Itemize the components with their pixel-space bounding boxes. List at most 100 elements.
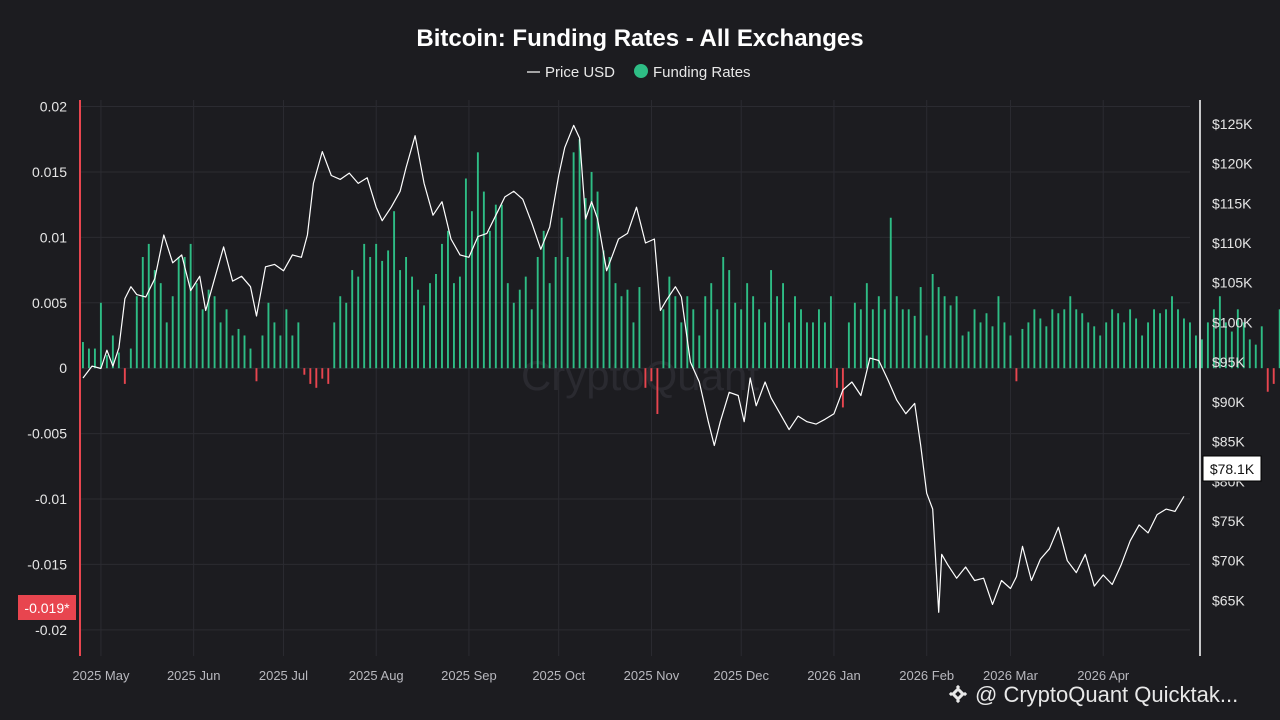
funding-rate-bar [171,296,174,369]
funding-rate-bar [189,243,192,369]
funding-rate-bar [1224,322,1227,369]
funding-rate-bar [1087,322,1090,369]
legend-funding-swatch [634,64,648,78]
funding-rate-bar [596,191,599,369]
funding-rate-bar [1260,326,1263,369]
funding-rate-bar [680,322,683,369]
x-tick-label: 2026 Apr [1077,668,1130,683]
funding-rate-bar [482,191,485,369]
funding-rate-bar [746,283,749,369]
funding-rate-bar [1141,335,1144,369]
funding-rate-bar [578,139,581,369]
funding-rate-bar [734,302,737,369]
funding-rate-bar [381,260,384,369]
funding-rate-bar [806,322,808,369]
funding-rate-bar [662,309,665,369]
funding-rate-bar [231,335,234,369]
right-tick-label: $75K [1212,513,1245,529]
funding-rate-bar [758,309,761,369]
legend: Price USD Funding Rates [527,64,751,81]
funding-rate-bar [943,296,946,369]
funding-rate-bar [835,368,838,388]
funding-rate-bar [375,243,378,369]
right-tick-label: $120K [1212,156,1253,172]
funding-rate-bar [411,276,414,369]
funding-rate-bar [147,243,150,369]
funding-rate-bar [153,270,156,369]
funding-rate-bar [560,217,563,369]
funding-rate-bar [357,276,360,369]
funding-rate-bar [901,309,904,369]
funding-rate-bar [692,309,695,369]
funding-rate-bar [506,283,509,369]
funding-rate-bar [620,296,623,369]
funding-rate-bar [764,322,767,369]
funding-rate-bar [1177,309,1179,369]
funding-rate-bar [1230,331,1233,369]
funding-rate-bar [1200,339,1203,369]
funding-rate-bar [584,198,587,369]
funding-rate-bar [488,230,491,369]
right-tick-label: $85K [1212,434,1245,450]
funding-rate-bar [1063,309,1066,369]
funding-rate-bar [1171,296,1173,369]
funding-rate-bar [668,276,671,369]
funding-rate-bar [447,230,449,369]
funding-rate-bar [303,368,306,375]
left-tick-label: -0.005 [27,426,67,442]
funding-rate-bar [1165,309,1167,369]
funding-rate-bar [494,204,497,369]
current-price-label: $78.1K [1210,461,1255,477]
funding-rate-bar [1111,309,1114,369]
funding-rate-bar [925,335,928,369]
funding-rate-bar [1123,322,1126,369]
funding-rate-bar [1159,313,1161,369]
funding-rate-bars [81,139,1280,414]
funding-rate-bar [297,322,300,369]
funding-rate-bar [674,296,677,369]
funding-rate-bar [1266,368,1269,392]
funding-rate-bar [1057,313,1060,369]
funding-rate-bar [177,256,180,369]
funding-rate-bar [859,309,862,369]
right-tick-label: $125K [1212,116,1253,132]
funding-rate-bar [542,230,545,369]
legend-price-label[interactable]: Price USD [545,64,615,81]
funding-rate-bar [967,331,970,369]
funding-rate-bar [716,309,719,369]
funding-rate-bar [704,296,707,369]
funding-rate-bar [464,178,467,369]
funding-rate-bar [405,256,408,369]
funding-rate-bar [81,342,84,369]
funding-rate-bar [213,296,216,369]
funding-rate-bar [1183,318,1185,369]
funding-rate-bar [913,315,916,369]
funding-rate-bar [554,256,557,369]
funding-rate-bar [387,250,390,369]
right-tick-label: $70K [1212,553,1245,569]
legend-funding-label[interactable]: Funding Rates [653,64,751,81]
left-tick-label: 0 [59,360,67,376]
funding-rate-bar [979,322,982,369]
funding-rate-bar [369,256,372,369]
funding-rate-bar [1081,313,1084,369]
funding-rate-bar [1093,326,1096,369]
x-tick-label: 2025 Dec [713,668,769,683]
min-value-badge [18,595,76,620]
grid-lines [80,100,1190,656]
funding-rate-bar [1135,318,1138,369]
funding-rate-bar [1242,322,1245,369]
funding-rate-bar [225,309,228,369]
funding-rate-bar [788,322,790,369]
funding-rate-bar [871,309,874,369]
funding-rate-bar [1003,322,1006,369]
funding-rate-bar [590,171,593,369]
credit-text: @ CryptoQuant Quicktak... [975,682,1238,707]
funding-rate-bar [626,289,629,369]
x-tick-label: 2025 Nov [624,668,680,683]
left-tick-label: -0.01 [35,491,67,507]
funding-rate-bar [249,348,252,369]
funding-rate-bar [536,256,539,369]
right-tick-label: $115K [1212,195,1252,211]
funding-rate-bar [1027,322,1030,369]
